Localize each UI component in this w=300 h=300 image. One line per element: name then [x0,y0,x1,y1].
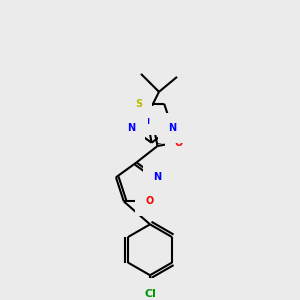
Text: O: O [145,196,153,206]
Text: S: S [135,99,142,109]
Text: Cl: Cl [144,289,156,299]
Text: O: O [175,138,183,148]
Text: H: H [133,118,140,127]
Text: N: N [141,116,150,126]
Text: N: N [168,123,176,133]
Text: N: N [153,172,161,182]
Text: N: N [127,123,135,133]
